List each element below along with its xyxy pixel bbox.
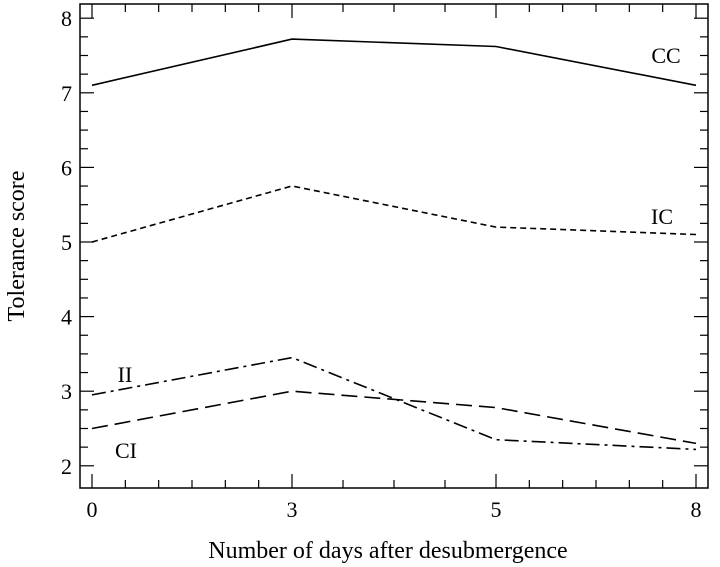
x-tick-label: 3 xyxy=(287,497,298,522)
y-tick-label: 4 xyxy=(61,305,72,330)
series-line-ic xyxy=(91,185,697,243)
y-tick-label: 7 xyxy=(61,81,72,106)
series-line-ci xyxy=(91,390,697,445)
y-axis-label: Tolerance score xyxy=(4,171,30,322)
y-tick-label: 3 xyxy=(61,379,72,404)
series-label-ii: II xyxy=(118,362,133,387)
x-tick-label: 8 xyxy=(691,497,702,522)
series-line-cc xyxy=(91,38,697,87)
x-tick-label: 0 xyxy=(87,497,98,522)
tick-labels: 0 3 5 8 2 3 4 5 6 7 8 xyxy=(61,6,702,522)
y-tick-label: 2 xyxy=(61,454,72,479)
y-tick-label: 6 xyxy=(61,155,72,180)
y-tick-label: 5 xyxy=(61,230,72,255)
series-label-cc: CC xyxy=(651,43,680,68)
x-axis-label: Number of days after desubmergence xyxy=(208,538,567,564)
y-tick-label: 8 xyxy=(61,6,72,31)
series-label-ic: IC xyxy=(651,204,673,229)
series-labels: CC IC II CI xyxy=(115,43,681,463)
series-line-ii xyxy=(91,356,697,451)
series-label-ci: CI xyxy=(115,438,137,463)
series-lines xyxy=(91,38,697,451)
plot-frame xyxy=(79,3,709,489)
x-tick-label: 5 xyxy=(491,497,502,522)
axis-ticks xyxy=(80,4,708,488)
